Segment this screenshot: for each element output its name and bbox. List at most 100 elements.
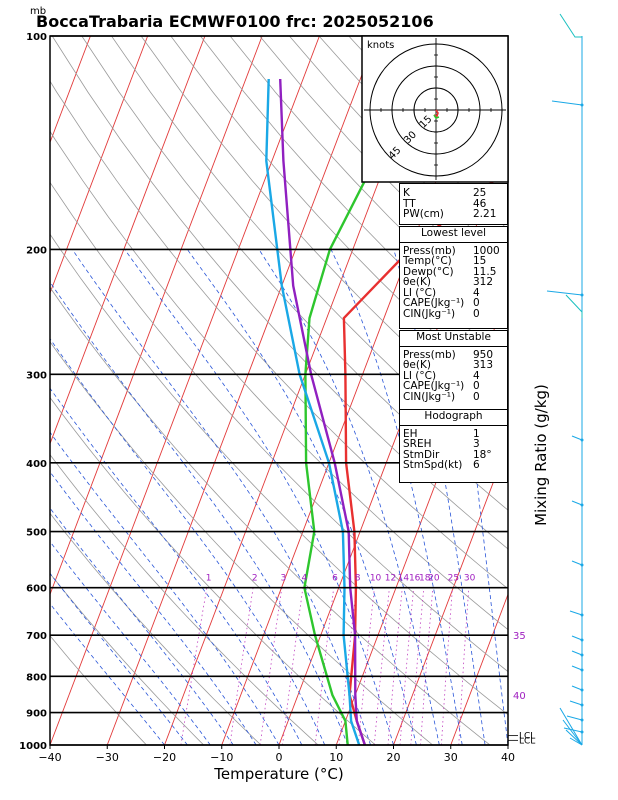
pressure-tick-label: 300 [26,370,47,381]
lowest-level-value: 312 [473,276,494,288]
most-unstable-label: LI (°C) [403,369,437,382]
dry-adiabat [50,635,147,745]
dry-adiabat [50,396,376,745]
hodograph-trace [433,114,440,119]
x-tick-label: −40 [38,751,61,764]
hodograph-stats-title: Hodograph [400,410,507,426]
mixing-ratio-label: 4 [301,573,307,583]
mixing-ratio-label: 12 [385,573,396,583]
pressure-tick-label: 500 [26,528,47,539]
most-unstable-row: θe(K) 313 [400,360,507,371]
wind-barb [569,700,583,706]
wind-barb [569,737,583,746]
moist-adiabat [50,387,303,745]
hodograph-stat-row: StmSpd(kt) 6 [400,460,507,471]
dry-adiabat [50,512,262,745]
most-unstable-panel: Most Unstable Press(mb) 950 θe(K) 313 LI (°C… [399,330,508,410]
x-tick-label: −30 [96,751,119,764]
hodograph-stat-row: SREH 3 [400,439,507,450]
most-unstable-row: CIN(Jkg⁻¹) 0 [400,390,507,403]
hodograph-stat-label: StmDir [403,448,440,461]
most-unstable-label: CIN(Jkg⁻¹) [403,390,456,403]
lowest-level-label: Press(mb) [403,244,456,257]
moist-adiabat [124,249,394,745]
pressure-tick-label: 800 [26,672,47,683]
lowest-level-value: 0 [473,307,480,320]
hodograph-stats-panel: Hodograph EH 1 SREH 3 StmDir 18° StmSpd(kt) 6 [399,409,508,483]
mixing-ratio-label: 1 [206,573,212,583]
mixing-ratio-line [229,587,254,745]
hodograph-stat-label: SREH [403,438,432,450]
index-label: PW(cm) [403,208,444,220]
moist-adiabat [50,507,234,745]
mixing-ratio-line [180,587,208,745]
x-tick-label: −20 [153,751,176,764]
lowest-level-row: θe(K) 312 [400,277,507,288]
moist-adiabat [50,431,280,745]
index-value: 25 [473,187,487,199]
lowest-level-row: Press(mb) 1000 [400,244,507,257]
wind-barb [565,294,583,318]
dry-adiabat [51,36,508,550]
lowest-level-label: Dewp(°C) [403,265,454,278]
wind-barb [571,650,583,656]
lowest-level-label: CAPE(Jkg⁻¹) [403,297,465,309]
dry-adiabat [50,454,319,745]
index-value: 2.21 [473,208,497,220]
moist-adiabat [330,249,463,745]
pressure-tick-label: 1000 [19,741,47,752]
mixing-ratio-label: 2 [252,573,258,583]
most-unstable-row: CAPE(Jkg⁻¹) 0 [400,381,507,392]
lowest-level-value: 1000 [473,244,500,257]
hodograph-stat-value: 18° [473,448,492,461]
pressure-tick-label: 200 [26,245,47,256]
lowest-level-panel: Lowest level Press(mb) 1000 Temp(°C) 15 Dewp… [399,226,508,329]
pressure-tick-label: 900 [26,709,47,720]
lowest-level-label: CIN(Jkg⁻¹) [403,307,456,320]
index-value: 46 [473,197,487,210]
mixing-ratio-label: 6 [332,573,338,583]
hodograph-stat-value: 3 [473,438,480,450]
hodograph-trace [433,109,439,118]
index-row: TT 46 [400,197,507,210]
x-tick-label: 0 [276,751,283,764]
index-label: TT [403,197,416,210]
x-tick-label: −10 [210,751,233,764]
most-unstable-label: θe(K) [403,359,431,371]
hodograph-stat-label: StmSpd(kt) [403,459,463,471]
pressure-unit-label: mb [30,6,46,17]
hodograph-stat-label: EH [403,427,418,440]
lowest-level-value: 4 [473,286,480,299]
pressure-tick-label: 600 [26,584,47,595]
wind-barb [559,707,583,746]
indices-panel: K 25 TT 46 PW(cm) 2.21 [399,183,508,225]
mixing-ratio-label: 10 [370,573,382,583]
index-row: PW(cm) 2.21 [400,209,507,220]
most-unstable-value: 0 [473,390,480,403]
index-label: K [403,187,410,199]
hodograph-stat-value: 6 [473,459,480,471]
wind-barb [571,685,583,691]
isotherm [106,36,378,745]
wind-barb [571,500,583,506]
x-tick-label: 30 [444,751,458,764]
mixing-ratio-label: 8 [355,573,361,583]
pressure-tick-label: 100 [26,32,47,43]
most-unstable-label: Press(mb) [403,348,456,361]
isotherm [50,36,320,745]
most-unstable-value: 4 [473,369,480,382]
wind-barb [566,715,583,721]
x-axis-label: Temperature (°C) [213,765,343,783]
mixing-ratio-label: 25 [448,573,459,583]
dry-adiabat [50,573,204,745]
mixing-ratio-label: 3 [280,573,286,583]
level-marker-label: LCL [519,732,535,742]
mixing-ratio-line [259,587,283,745]
dry-adiabat [111,36,508,473]
dry-adiabat [140,36,508,436]
lowest-level-row: LI (°C) 4 [400,286,507,299]
hodograph-unit-label: knots [367,40,394,51]
lowest-level-label: LI (°C) [403,286,437,299]
profile-line-2 [303,36,435,745]
moist-adiabat [444,249,508,745]
